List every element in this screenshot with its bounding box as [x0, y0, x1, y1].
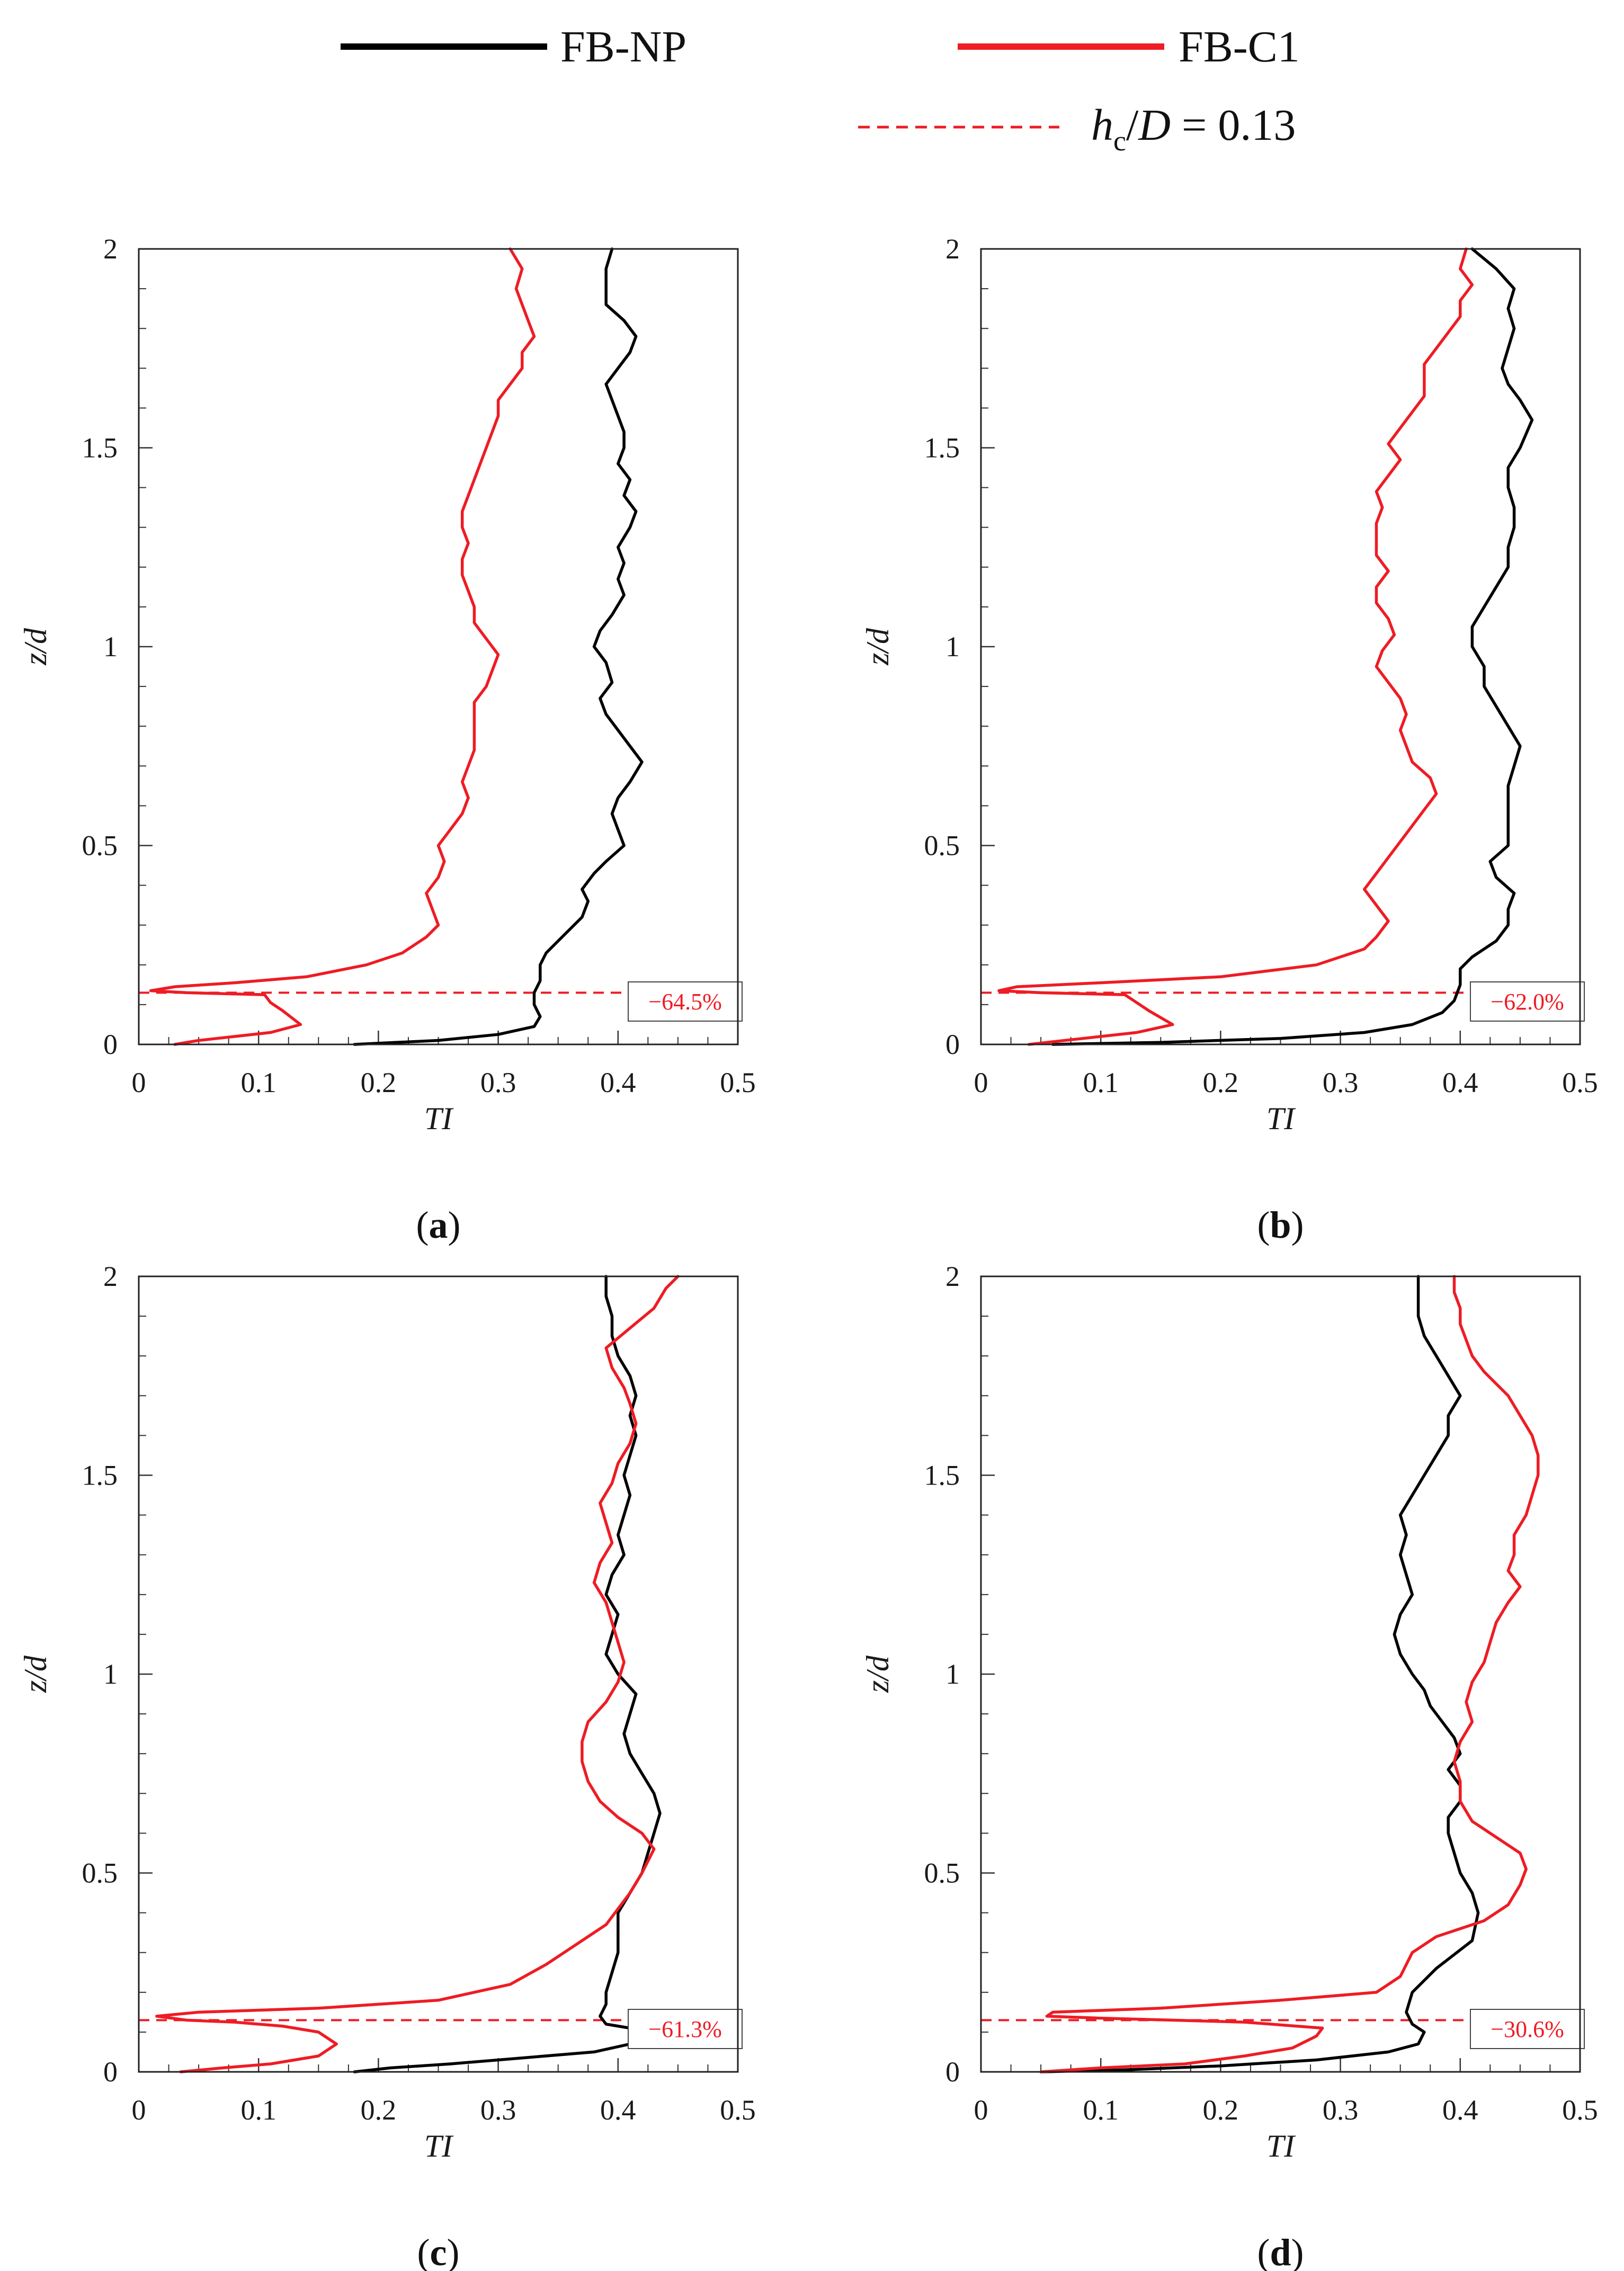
x-tick-label: 0.3 — [480, 2094, 516, 2126]
y-tick-label: 2 — [945, 233, 960, 265]
x-tick-label: 0.3 — [1323, 1067, 1359, 1098]
annotation-text: −61.3% — [648, 2016, 721, 2042]
series-line-fb-c1 — [1039, 1275, 1540, 2073]
panel-c: 0 0.1 0.2 0.3 0.4 0.5 0 0.5 1 1.5 2 TI z/d −61.3% (c) — [18, 1260, 756, 2271]
x-axis-label: TI — [424, 1101, 454, 1136]
x-tick-label: 0.5 — [1562, 1067, 1598, 1098]
x-tick-label: 0.4 — [600, 2094, 636, 2126]
series-line-fb-np — [353, 247, 644, 1046]
y-tick-label: 1 — [103, 1658, 118, 1690]
x-tick-label: 0.4 — [600, 1067, 636, 1098]
x-tick-label: 0 — [974, 1067, 988, 1098]
y-axis-label: z/d — [860, 628, 895, 666]
legend-label-hc-d: hc/D = 0.13 — [1091, 101, 1296, 157]
panel-caption: (a) — [416, 1204, 461, 1246]
annotation-text: −30.6% — [1491, 2016, 1564, 2042]
y-tick-label: 0 — [945, 1029, 960, 1060]
y-tick-label: 0.5 — [82, 1857, 118, 1889]
x-tick-label: 0.1 — [1083, 1067, 1119, 1098]
series-line-fb-np — [1039, 1275, 1480, 2073]
annotation-text: −64.5% — [648, 989, 721, 1015]
y-tick-label: 1 — [945, 631, 960, 663]
x-tick-label: 0.2 — [361, 1067, 397, 1098]
series-line-fb-np — [353, 1275, 662, 2073]
x-tick-label: 0.4 — [1442, 2094, 1478, 2126]
x-tick-label: 0.2 — [1203, 2094, 1239, 2126]
x-tick-label: 0 — [974, 2094, 988, 2126]
y-tick-label: 0 — [103, 1029, 118, 1060]
y-axis-label: z/d — [18, 1655, 53, 1693]
y-tick-label: 2 — [945, 1260, 960, 1292]
legend-label-fb-np: FB-NP — [560, 22, 686, 71]
y-axis-label: z/d — [860, 1655, 895, 1693]
annotation-box — [1470, 981, 1585, 1022]
panel-b: 0 0.1 0.2 0.3 0.4 0.5 0 0.5 1 1.5 2 TI z/d −62.0% (b) — [860, 233, 1598, 1246]
y-tick-label: 1.5 — [924, 432, 960, 464]
x-axis-label: TI — [1266, 1101, 1296, 1136]
x-tick-label: 0.5 — [720, 2094, 756, 2126]
series-line-fb-np — [1051, 247, 1534, 1046]
x-tick-label: 0 — [132, 2094, 146, 2126]
series-line-fb-c1 — [149, 247, 536, 1046]
y-tick-label: 1 — [945, 1658, 960, 1690]
plot-frame — [138, 248, 739, 1045]
x-tick-label: 0.1 — [240, 2094, 276, 2126]
x-axis-label: TI — [1266, 2129, 1296, 2163]
x-tick-label: 0 — [132, 1067, 146, 1098]
legend-label-fb-c1: FB-C1 — [1179, 22, 1300, 71]
x-tick-label: 0.2 — [1203, 1067, 1239, 1098]
x-tick-label: 0.4 — [1442, 1067, 1478, 1098]
x-tick-label: 0.1 — [240, 1067, 276, 1098]
y-axis-label: z/d — [18, 628, 53, 666]
x-tick-label: 0.5 — [720, 1067, 756, 1098]
panel-d: 0 0.1 0.2 0.3 0.4 0.5 0 0.5 1 1.5 2 TI z/d −30.6% (d) — [860, 1260, 1598, 2271]
y-tick-label: 1.5 — [82, 432, 118, 464]
panel-caption: (d) — [1257, 2231, 1304, 2271]
y-tick-label: 1.5 — [924, 1460, 960, 1491]
y-tick-label: 1 — [103, 631, 118, 663]
y-tick-label: 0.5 — [924, 830, 960, 862]
x-tick-label: 0.2 — [361, 2094, 397, 2126]
series-line-fb-c1 — [997, 247, 1474, 1046]
y-tick-label: 0.5 — [924, 1857, 960, 1889]
x-axis-label: TI — [424, 2129, 454, 2163]
panel-caption: (b) — [1257, 1204, 1304, 1246]
y-tick-label: 0 — [945, 2056, 960, 2088]
series-line-fb-c1 — [155, 1275, 680, 2073]
annotation-text: −62.0% — [1491, 989, 1564, 1015]
panel-a: 0 0.1 0.2 0.3 0.4 0.5 0 0.5 1 1.5 2 TI z/d −64.5% (a) — [18, 233, 756, 1246]
annotation-box — [1470, 2009, 1585, 2049]
y-tick-label: 2 — [103, 233, 118, 265]
y-tick-label: 0 — [103, 2056, 118, 2088]
panel-caption: (c) — [417, 2231, 460, 2271]
legend: FB-NP FB-C1 hc/D = 0.13 — [341, 22, 1300, 157]
panels: 0 0.1 0.2 0.3 0.4 0.500.511.52TIz/d−64.5%(a)0… — [18, 233, 1598, 2271]
y-tick-label: 2 — [103, 1260, 118, 1292]
plot-frame — [980, 248, 1581, 1045]
y-tick-label: 1.5 — [82, 1460, 118, 1491]
annotation-box — [628, 2009, 743, 2049]
plot-frame — [980, 1275, 1581, 2073]
x-tick-label: 0.3 — [480, 1067, 516, 1098]
x-tick-label: 0.1 — [1083, 2094, 1119, 2126]
x-tick-label: 0.5 — [1562, 2094, 1598, 2126]
plot-frame — [138, 1275, 739, 2073]
y-tick-label: 0.5 — [82, 830, 118, 862]
x-tick-label: 0.3 — [1323, 2094, 1359, 2126]
annotation-box — [628, 981, 743, 1022]
